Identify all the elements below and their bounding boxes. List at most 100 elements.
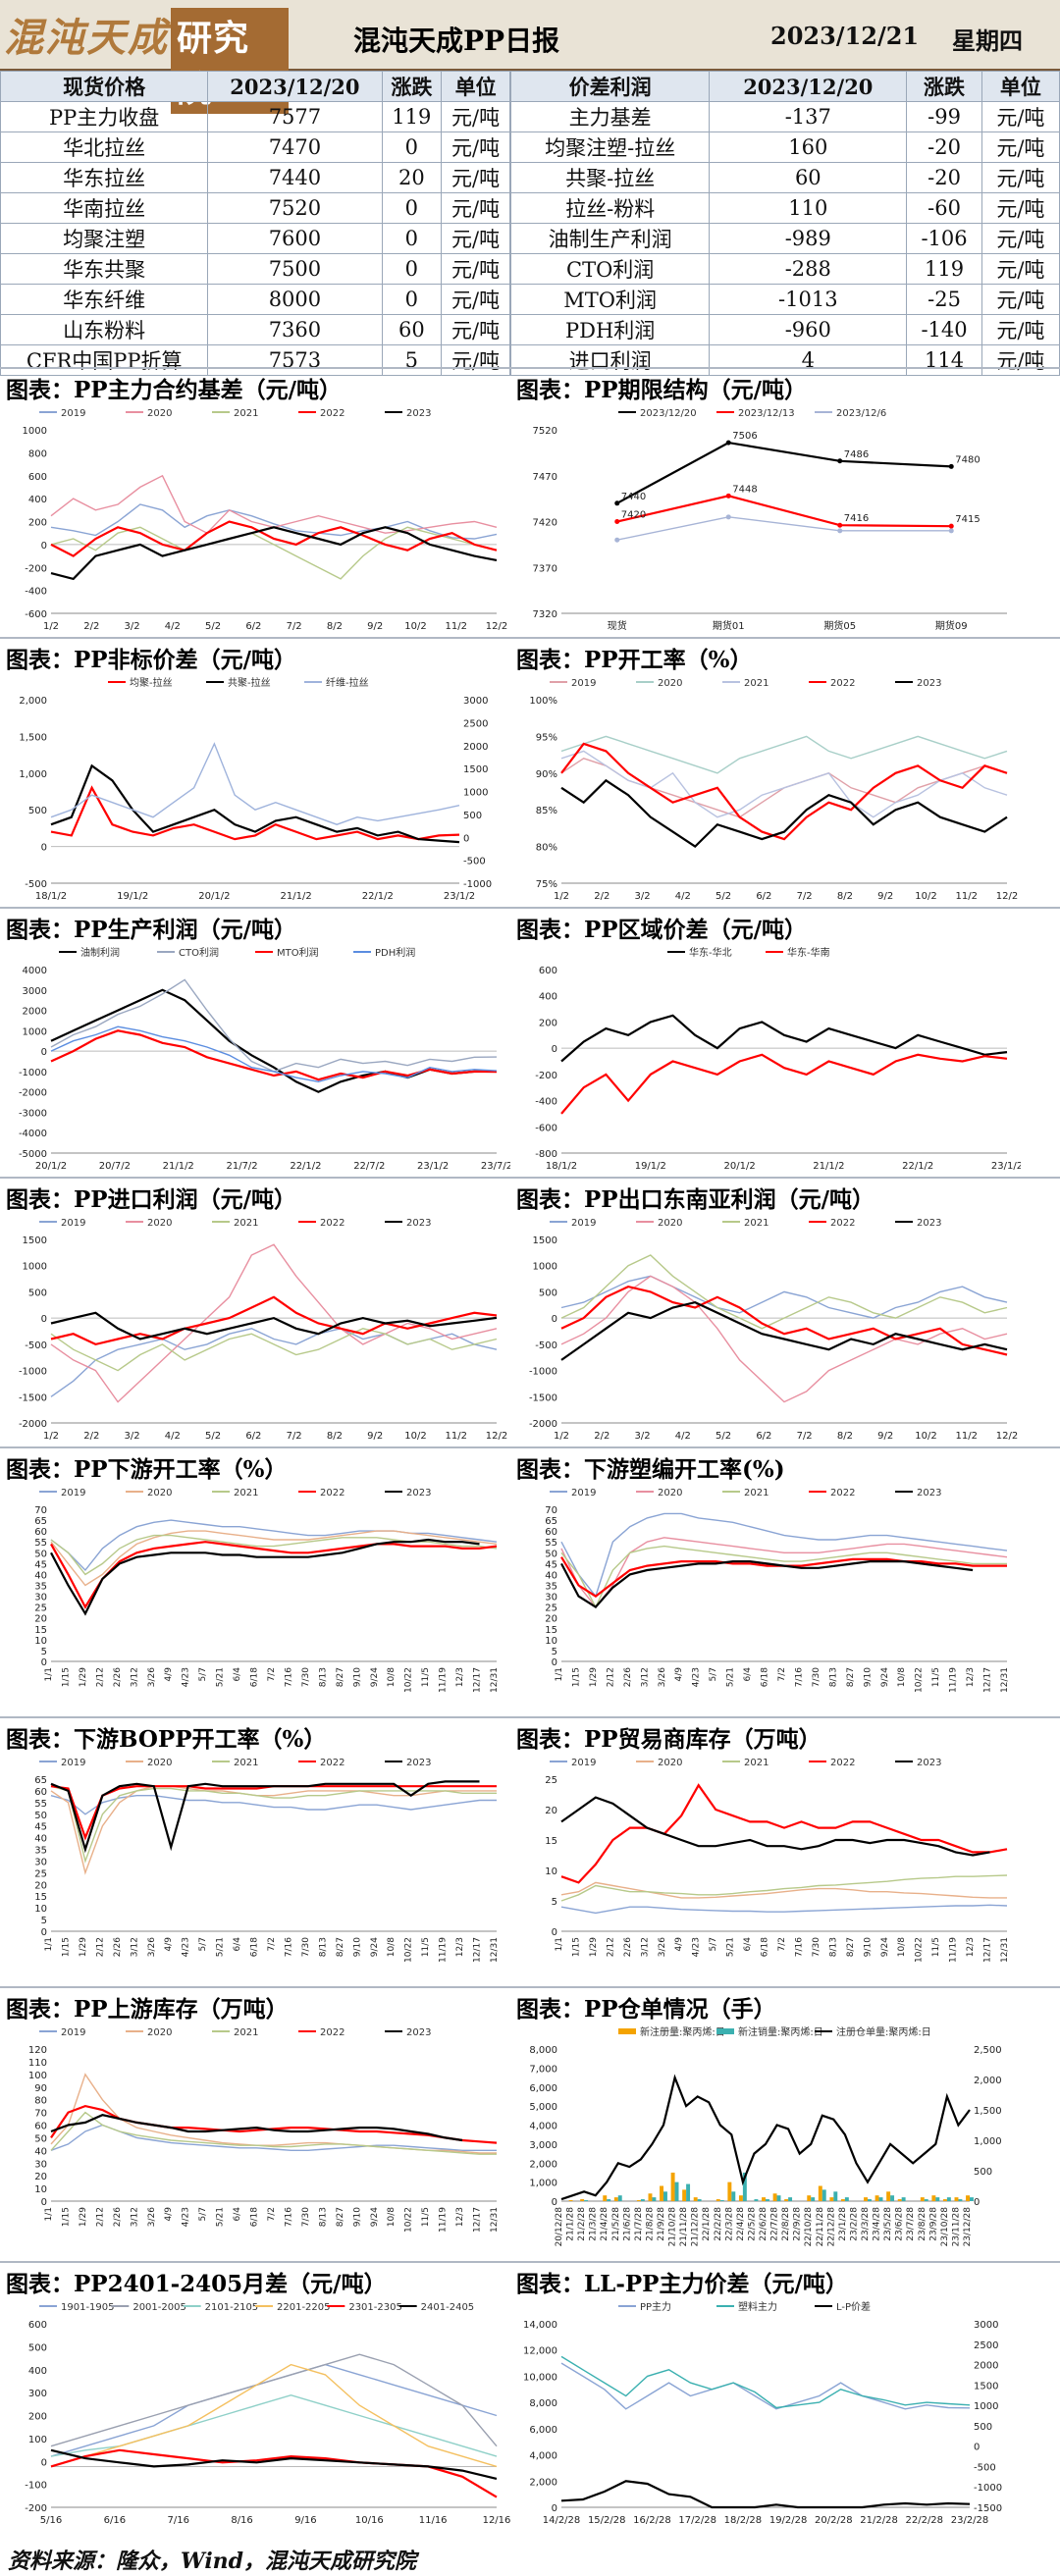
- y-tick-label: -200: [25, 563, 47, 574]
- chart-title: 图表：PP非标价差（元/吨）: [6, 647, 296, 673]
- x-tick-label: 9/10: [863, 1937, 873, 1957]
- x-tick-label: 10/2: [915, 891, 936, 902]
- table-cell: PP主力收盘: [0, 101, 209, 132]
- table-cell: 5: [381, 344, 443, 376]
- chart-legend: 2019 2020 2021 2022 2023: [39, 2027, 431, 2038]
- x-tick-label: 4/9: [164, 1667, 174, 1682]
- table-cell: -989: [709, 223, 908, 254]
- x-tick-label: 7/16: [794, 1667, 804, 1687]
- x-tick-label: 19/2/28: [769, 2515, 808, 2526]
- x-tick-label: 4/2: [675, 891, 691, 902]
- source-footer: 资料来源：隆众，Wind，混沌天成研究院: [8, 2549, 417, 2574]
- chart-legend: 2019 2020 2021 2022 2023: [39, 1488, 431, 1498]
- y-tick-label: 12,000: [523, 2346, 557, 2357]
- legend-label: 2022: [830, 1758, 855, 1768]
- chart-title: 图表：LL-PP主力价差（元/吨）: [516, 2271, 848, 2297]
- x-tick-label: 6/18: [761, 1937, 770, 1957]
- x-tick-label: 12/2: [996, 1431, 1018, 1442]
- chart-panel-warrant: 新注册量:聚丙烯:日 新注销量:聚丙烯:日 注册仓单量:聚丙烯:日 8,000 7,00…: [510, 2020, 1021, 2260]
- y-tick-label: -400: [25, 587, 47, 598]
- chart-legend: 2019 2020 2021 2022 2023: [550, 1488, 941, 1498]
- x-tick-label: 21/4/28: [600, 2207, 610, 2241]
- chart-title: 图表：PP生产利润（元/吨）: [6, 917, 296, 943]
- x-tick-label: 8/2: [837, 891, 853, 902]
- table-cell: 20: [381, 162, 443, 193]
- series-line: [50, 1538, 480, 1616]
- legend-label: 2201-2205: [277, 2302, 331, 2313]
- x-tick-label: 23/1/2: [444, 891, 475, 902]
- x-tick-label: 10/16: [355, 2515, 384, 2526]
- series-line: [560, 2480, 971, 2509]
- series-line: [560, 2074, 971, 2201]
- bar: [617, 2195, 622, 2201]
- y-tick-label: 95%: [536, 732, 557, 743]
- x-tick-label: 21/2/28: [577, 2207, 587, 2241]
- series-line: [560, 1537, 1008, 1608]
- x-tick-label: 23/8/28: [918, 2207, 928, 2241]
- legend-label: 2020: [147, 1758, 172, 1768]
- data-point: [725, 440, 731, 446]
- table-cell: 元/吨: [441, 101, 510, 132]
- chart-panel-upstock: 2019 2020 2021 2022 2023 120 110 100 90 80 70 60 50 4…: [0, 2020, 510, 2260]
- chart-panel-bopp: 2019 2020 2021 2022 2023 65 60 55 50 45 40 35 30 25 20…: [0, 1750, 510, 1990]
- x-tick-label: 9/2: [877, 1431, 893, 1442]
- chart-svg: 2019 2020 2021 2022 2023 1500 1000 500 0 -500 -100…: [529, 1218, 1018, 1442]
- x-tick-label: 6/2: [245, 621, 261, 632]
- x-tick-label: 8/27: [846, 1937, 856, 1957]
- y-tick-label: 100: [28, 2071, 47, 2081]
- bar: [613, 2197, 618, 2201]
- bar: [762, 2197, 766, 2201]
- chart-svg: PP主力 塑料主力 L-P价差 14,000 12,000 10,000 8,000 6,00…: [523, 2300, 1002, 2526]
- bar: [844, 2197, 849, 2201]
- x-tick-label: 2/12: [95, 2207, 105, 2227]
- chart-svg: 2019 2020 2021 2022 202370656055504540353025…: [545, 1488, 1010, 1693]
- y-tick-label: 10: [34, 1904, 47, 1915]
- y-tick-label: 0: [41, 843, 47, 854]
- series-line: [560, 2355, 971, 2409]
- bar: [897, 2199, 902, 2201]
- x-tick-label: 2/26: [113, 2207, 123, 2227]
- table-cell: 60: [381, 314, 443, 345]
- x-tick-label: 6/2: [756, 1431, 771, 1442]
- data-point: [837, 522, 843, 528]
- table-row: PP主力收盘 7577 119 元/吨: [0, 101, 510, 132]
- y-tick-label: -3000: [19, 1108, 47, 1119]
- chart-svg: 2019 2020 2021 2022 2023100%95%90%85%80%75%1…: [529, 678, 1018, 902]
- x-tick-label: 6/4: [743, 1937, 753, 1952]
- x-tick-label: 8/13: [828, 1667, 838, 1687]
- legend-label: 2022: [320, 1218, 344, 1229]
- chart-legend: 华东-华北 华东-华南: [667, 946, 830, 959]
- bar: [686, 2183, 691, 2201]
- x-tick-label: 2/2: [594, 1431, 610, 1442]
- series-line: [560, 750, 1008, 818]
- y2-tick-label: 2500: [463, 718, 488, 729]
- table-cell: 元/吨: [980, 284, 1060, 315]
- x-tick-label: 5/21: [216, 1937, 226, 1957]
- legend-label: 2101-2105: [205, 2302, 259, 2313]
- bar: [731, 2191, 736, 2201]
- x-tick-label: 8/13: [318, 2207, 328, 2227]
- table-row: 山东粉料 7360 60 元/吨: [0, 314, 510, 345]
- report-header: 混沌天成 研究院 混沌天成PP日报 2023/12/21 星期四: [0, 0, 1060, 114]
- x-tick-label: 4/2: [165, 621, 181, 632]
- y-tick-label: 55: [34, 1538, 47, 1549]
- legend-label: 2021: [234, 2027, 258, 2038]
- x-tick-label: 10/8: [897, 1667, 907, 1687]
- chart-legend: 新注册量:聚丙烯:日 新注销量:聚丙烯:日 注册仓单量:聚丙烯:日: [618, 2025, 931, 2038]
- x-tick-label: 11/5: [421, 1937, 431, 1957]
- y-tick-label: 6,000: [529, 2083, 557, 2094]
- legend-label: 2023/12/13: [738, 408, 795, 419]
- chart-legend: PP主力 塑料主力 L-P价差: [618, 2300, 871, 2313]
- x-tick-label: 3/12: [130, 2207, 139, 2227]
- data-point: [725, 514, 731, 520]
- y-tick-label: 0: [41, 1314, 47, 1325]
- x-tick-label: 23/2/28: [849, 2207, 859, 2241]
- bar: [878, 2197, 883, 2201]
- series-line: [50, 2448, 498, 2498]
- x-tick-label: 22/2/28: [714, 2207, 723, 2241]
- x-tick-label: 1/29: [79, 1667, 88, 1687]
- y-tick-label: 50: [34, 2133, 47, 2144]
- x-tick-label: 8/13: [828, 1937, 838, 1957]
- x-tick-label: 4/9: [674, 1667, 684, 1682]
- y-tick-label: 20: [545, 1806, 557, 1816]
